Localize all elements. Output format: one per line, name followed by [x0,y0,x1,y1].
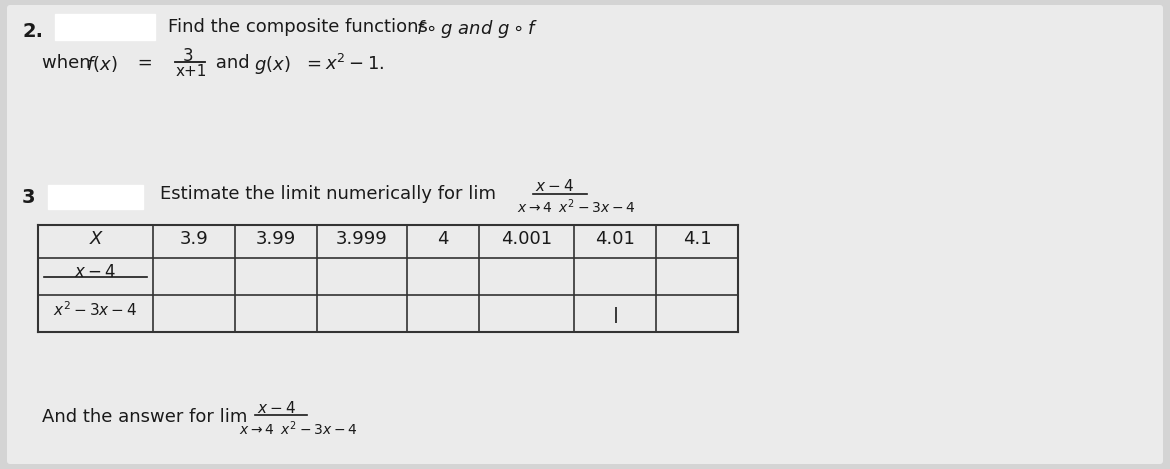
Text: And the answer for lim: And the answer for lim [42,408,247,426]
Text: 4.001: 4.001 [501,230,552,248]
Text: 3.99: 3.99 [256,230,296,248]
Text: 3.9: 3.9 [180,230,208,248]
Text: $x\rightarrow 4\;\; x^2-3x-4$: $x\rightarrow 4\;\; x^2-3x-4$ [517,197,635,216]
Text: $x - 4$: $x - 4$ [75,263,117,281]
Text: 4.01: 4.01 [596,230,635,248]
Text: X: X [89,230,102,248]
Text: $x-4$: $x-4$ [257,400,296,416]
Text: 2.: 2. [22,22,43,41]
Text: 3.999: 3.999 [336,230,388,248]
FancyBboxPatch shape [7,5,1163,464]
Text: $f(x)$: $f(x)$ [87,54,117,74]
Text: and: and [209,54,255,72]
Text: $x-4$: $x-4$ [535,178,574,194]
Text: 4: 4 [438,230,449,248]
Text: $x\rightarrow 4\;\; x^2-3x-4$: $x\rightarrow 4\;\; x^2-3x-4$ [239,419,358,438]
Text: when: when [42,54,96,72]
Bar [48,185,143,209]
Text: $g(x)$: $g(x)$ [254,54,290,76]
Text: x+1: x+1 [176,64,207,79]
Text: $= x^2 - 1.$: $= x^2 - 1.$ [303,54,385,74]
Text: 4.1: 4.1 [682,230,711,248]
Text: $f\circ g$ and $g\circ f$: $f\circ g$ and $g\circ f$ [417,18,538,40]
Text: 3: 3 [22,188,35,207]
Text: Estimate the limit numerically for lim: Estimate the limit numerically for lim [160,185,496,203]
Text: =: = [132,54,153,72]
Text: Find the composite functions: Find the composite functions [168,18,434,36]
Text: 3: 3 [183,47,193,65]
Bar [55,14,154,40]
Text: $x^2 - 3x - 4$: $x^2 - 3x - 4$ [54,300,138,319]
